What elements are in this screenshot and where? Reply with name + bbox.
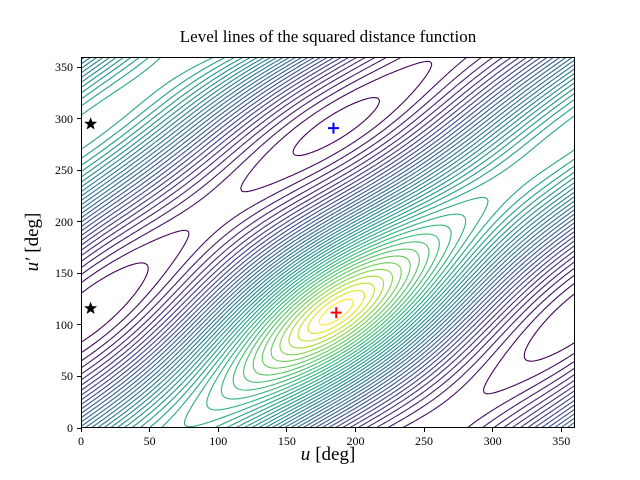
- y-axis-unit: [deg]: [22, 212, 43, 253]
- y-tick-mark: [77, 375, 81, 377]
- plot-title: Level lines of the squared distance func…: [179, 27, 477, 46]
- y-tick-mark: [77, 272, 81, 274]
- y-tick-mark: [77, 169, 81, 171]
- contour-plot-canvas: [81, 57, 575, 428]
- y-tick-mark: [77, 221, 81, 223]
- x-tick-label: 0: [78, 434, 84, 448]
- x-tick-mark: [492, 428, 494, 432]
- x-tick-label: 100: [209, 434, 228, 448]
- y-tick-mark: [77, 427, 81, 429]
- y-tick-label: 50: [61, 369, 73, 384]
- x-tick-mark: [286, 428, 288, 432]
- x-axis-unit: [deg]: [315, 444, 356, 465]
- y-tick-label: 100: [55, 317, 73, 332]
- y-tick-label: 150: [55, 266, 73, 281]
- x-tick-label: 200: [346, 434, 365, 448]
- x-tick-label: 350: [552, 434, 571, 448]
- x-tick-mark: [560, 428, 562, 432]
- x-tick-mark: [149, 428, 151, 432]
- y-tick-label: 350: [55, 60, 73, 75]
- x-tick-mark: [423, 428, 425, 432]
- y-axis-variable: u′: [22, 257, 43, 272]
- y-tick-mark: [77, 324, 81, 326]
- y-tick-label: 200: [55, 214, 73, 229]
- x-tick-mark: [217, 428, 219, 432]
- x-tick-label: 300: [483, 434, 502, 448]
- x-tick-label: 50: [143, 434, 156, 448]
- x-tick-mark: [80, 428, 82, 432]
- y-tick-label: 250: [55, 163, 73, 178]
- x-tick-label: 250: [415, 434, 434, 448]
- y-tick-label: 300: [55, 111, 73, 126]
- x-axis-variable: u: [300, 444, 311, 465]
- y-tick-mark: [77, 118, 81, 120]
- x-axis-label: u [deg]: [81, 444, 575, 466]
- y-tick-label: 0: [67, 421, 73, 435]
- x-tick-mark: [354, 428, 356, 432]
- x-tick-label: 150: [277, 434, 296, 448]
- y-tick-mark: [77, 66, 81, 68]
- y-axis-label: u′ [deg]: [22, 213, 44, 272]
